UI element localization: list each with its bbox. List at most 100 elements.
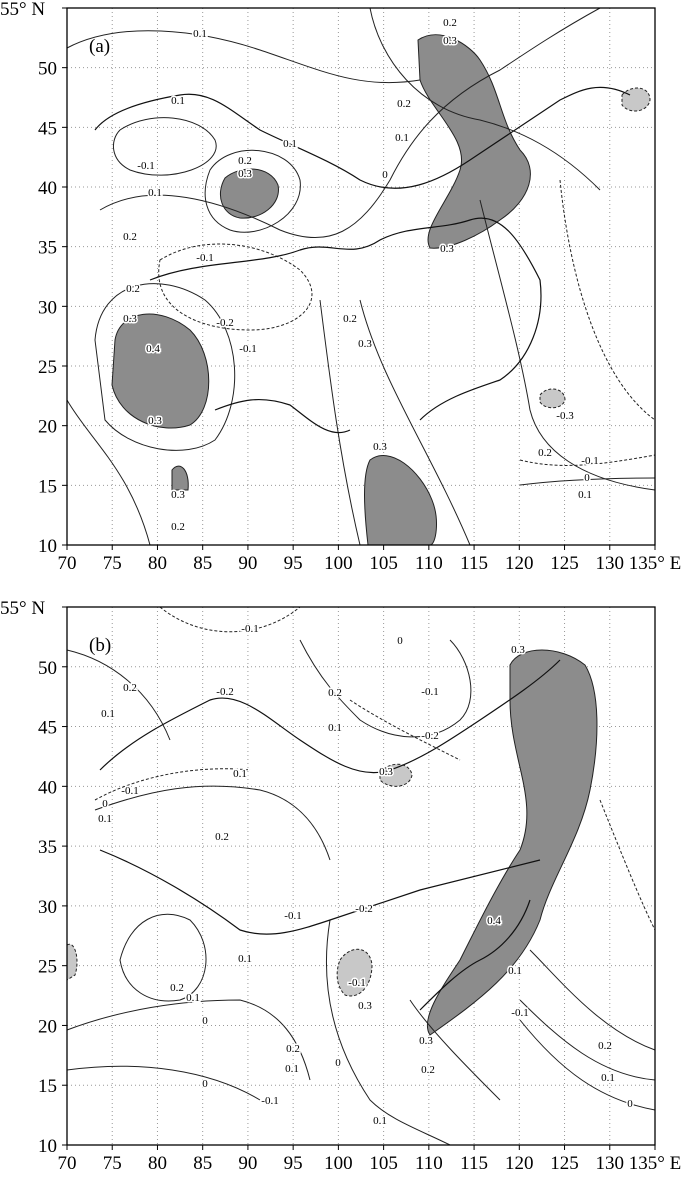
lon-tick-label: 95: [284, 553, 303, 574]
shaded-area: [220, 168, 279, 219]
contour-label: 0: [382, 169, 388, 181]
contour-label: 0.2: [538, 447, 552, 459]
contour-label: 0.1: [186, 992, 200, 1004]
lat-tick-label: 20: [38, 417, 57, 438]
lon-tick-label: 105: [369, 553, 398, 574]
lon-tick-label: 125: [550, 1153, 579, 1174]
contour-label: -0.1: [348, 977, 365, 989]
lon-tick-label: 85: [193, 553, 212, 574]
contour: [94, 768, 251, 801]
contour: [529, 949, 656, 1051]
contour: [519, 454, 656, 466]
border: [214, 399, 351, 434]
shaded-area: [171, 465, 189, 491]
panel-label: (a): [89, 36, 110, 57]
contour-label: 0: [397, 635, 403, 647]
lat-tick-label: 50: [38, 658, 57, 679]
contour-label: 0.3: [373, 441, 387, 453]
contour-label: 0.1: [171, 95, 185, 107]
panel-a-contours: [66, 7, 656, 546]
contour-label: 0.2: [123, 231, 137, 243]
lon-tick-label: 130: [596, 1153, 625, 1174]
contour-label: 0.1: [578, 489, 592, 501]
contour-label: 0.3: [440, 243, 454, 255]
contour-label: 0.1: [98, 813, 112, 825]
contour-label: 0.2: [286, 1043, 300, 1055]
contour: [66, 649, 171, 741]
contour-label: -0.2: [216, 686, 233, 698]
contour-label: 0.1: [148, 187, 162, 199]
lat-tick-label: 50: [38, 59, 57, 80]
contour: [119, 913, 207, 1002]
contour: [66, 399, 151, 546]
shaded-area: [426, 649, 598, 1036]
contour-label: 0.1: [373, 1115, 387, 1127]
contour-label: 0.4: [487, 915, 501, 927]
lon-tick-label: 110: [415, 553, 443, 574]
contour-label: 0.1: [283, 138, 297, 150]
contour-label: 0.2: [598, 1040, 612, 1052]
contour-label: -0.1: [511, 1007, 528, 1019]
contour-label: -0.1: [261, 1095, 278, 1107]
lat-tick-label: 10: [38, 1136, 57, 1157]
contour-label: 0.2: [215, 831, 229, 843]
contour-label: -0.2: [421, 730, 438, 742]
lat-tick-label: 25: [38, 357, 57, 378]
panel-b-shading: [66, 649, 598, 1036]
lat-tick-label: 25: [38, 957, 57, 978]
panel-b-contours: [66, 606, 656, 1146]
shaded-area: [621, 87, 651, 112]
panel-a-borders: [94, 86, 631, 434]
contour-label: 0.3: [358, 1000, 372, 1012]
lon-tick-label: 110: [415, 1153, 443, 1174]
contour-label: 0: [202, 1078, 208, 1090]
contour-label: -0.3: [556, 410, 574, 422]
border: [419, 899, 531, 1011]
shaded-area: [539, 388, 566, 409]
border: [99, 849, 541, 935]
contour-label: 0.4: [146, 343, 160, 355]
lat-tick-label: 55° N: [0, 598, 45, 619]
contour-label: -0.1: [421, 686, 438, 698]
panel-label: (b): [89, 635, 111, 656]
contour-label: -0.2: [355, 903, 372, 915]
contour: [359, 299, 471, 546]
contour-label: 0.2: [443, 17, 457, 29]
lat-tick-label: 10: [38, 536, 57, 557]
lat-tick-label: 35: [38, 238, 57, 259]
lat-tick-label: 30: [38, 897, 57, 918]
contour-label: 0.3: [511, 644, 525, 656]
contour-label: 0.3: [419, 1035, 433, 1047]
contour-label: 0.2: [171, 521, 185, 533]
lat-tick-label: 15: [38, 1076, 57, 1097]
border: [94, 86, 631, 189]
contour: [559, 179, 656, 421]
lon-tick-label: 115: [460, 553, 488, 574]
contour: [519, 999, 656, 1081]
shaded-area: [336, 948, 373, 997]
map-panel: 70 75 80 85 90 95 100 105 110 115 120 125 130 135° E1…: [0, 0, 681, 574]
contour: [299, 639, 472, 738]
contour: [519, 1019, 656, 1111]
contour: [599, 799, 656, 931]
border: [149, 217, 542, 421]
lon-tick-label: 85: [193, 1153, 212, 1174]
shaded-area: [66, 943, 78, 981]
lon-tick-label: 135° E: [629, 553, 681, 574]
lon-tick-label: 80: [148, 1153, 167, 1174]
shaded-area: [379, 763, 413, 787]
contour-label: 0.1: [101, 708, 115, 720]
contour: [319, 299, 361, 546]
lon-tick-label: 100: [324, 553, 353, 574]
lat-tick-label: 20: [38, 1016, 57, 1037]
shaded-area: [364, 455, 437, 546]
contour-label: 0.2: [328, 687, 342, 699]
contour-label: 0.2: [123, 682, 137, 694]
contour: [99, 7, 601, 239]
lon-tick-label: 115: [460, 1153, 488, 1174]
contour-label: 0.1: [328, 722, 342, 734]
lat-tick-label: 15: [38, 476, 57, 497]
contour: [204, 149, 301, 233]
lon-tick-label: 100: [324, 1153, 353, 1174]
